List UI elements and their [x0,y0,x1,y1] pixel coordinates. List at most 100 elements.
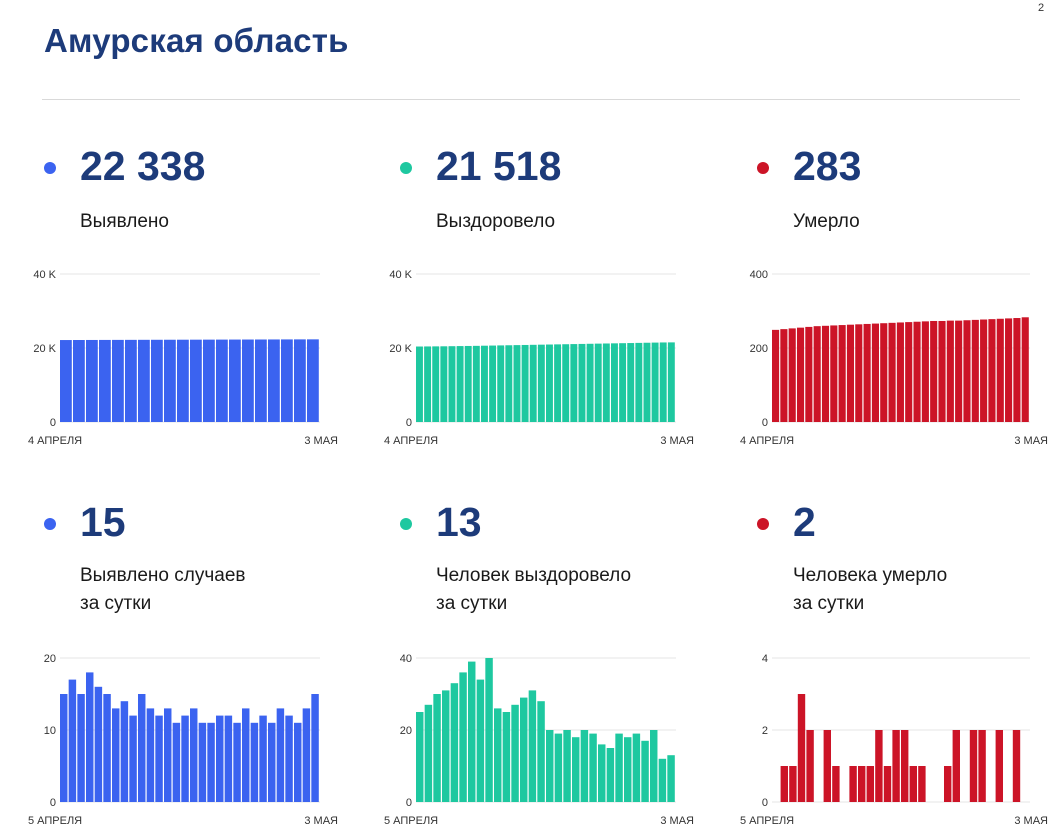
bar [489,345,497,422]
bar [598,744,606,802]
bar [855,324,863,422]
bar [229,339,241,422]
stat-value: 13 [436,499,482,545]
x-start-label: 5 АПРЕЛЯ [28,815,82,827]
bar [125,339,137,422]
bar [944,766,952,802]
bar [788,328,796,422]
corner-mark: 2 [1038,2,1045,14]
bar [955,320,963,422]
bar [268,339,280,422]
bar [883,766,892,802]
y-tick-label: 0 [50,797,56,809]
bar [520,697,528,802]
bar [570,344,578,422]
x-start-label: 5 АПРЕЛЯ [740,815,794,827]
bar [635,342,643,422]
bar [86,339,98,422]
y-tick-label: 20 K [33,343,56,355]
x-start-label: 4 АПРЕЛЯ [384,435,438,447]
bar [615,733,623,802]
y-tick-label: 40 K [33,269,56,281]
chart-deaths-cumulative: 0 200 400 4 АПРЕЛЯ 3 МАЯ [740,269,1048,447]
bar [242,708,250,802]
bar [198,722,207,802]
bar [497,345,505,422]
stat-label-line-1: Человек выздоровело [436,565,632,586]
bar [302,708,311,802]
bar [659,342,667,422]
recovered-dot-icon [400,518,412,530]
bar [838,325,846,422]
stat-value: 283 [793,143,862,189]
bar [537,701,545,802]
bar [440,346,448,422]
x-end-label: 3 МАЯ [660,435,694,447]
bar [416,346,423,422]
bar [311,694,319,802]
bar [667,342,675,422]
bar [651,342,659,422]
bar [619,343,627,422]
bar [821,325,830,422]
recovered-dot-icon [400,162,412,174]
bar [285,715,293,802]
deaths-dot-icon [757,518,769,530]
bar [805,326,813,422]
bar [268,722,276,802]
stat-label-line-2: за сутки [436,593,508,614]
bar [918,766,926,802]
deaths-dot-icon [757,162,769,174]
bar [259,715,267,802]
bar [896,322,904,422]
detected-dot-icon [44,518,56,530]
bar [658,758,667,802]
y-tick-label: 40 [400,653,412,665]
bar [875,730,883,802]
bar [988,319,996,422]
bar [963,320,971,422]
bar [459,672,467,802]
bar [485,658,493,802]
bar [863,323,871,422]
bar [866,766,874,802]
y-tick-label: 200 [750,343,768,355]
bar [129,715,137,802]
bar [456,346,464,422]
bar [586,343,594,422]
bar [546,730,554,802]
y-tick-label: 20 [400,725,412,737]
bar [797,694,806,802]
bar [572,737,580,802]
x-end-label: 3 МАЯ [304,435,338,447]
bar [294,722,302,802]
bar [554,733,563,802]
bar [424,704,433,802]
bar [772,329,780,422]
x-start-label: 5 АПРЕЛЯ [384,815,438,827]
bar [138,694,146,802]
chart-recovered-daily: 0 20 40 5 АПРЕЛЯ 3 МАЯ [384,653,694,827]
bar [938,320,946,422]
bar [207,722,215,802]
y-tick-label: 0 [406,797,412,809]
bar [632,733,641,802]
bar [294,339,306,422]
bar [529,344,537,422]
bar [643,342,651,422]
bar [796,327,805,422]
bar [60,340,72,422]
bar [155,715,163,802]
bar [909,766,917,802]
bar [60,694,68,802]
bar [424,346,432,422]
bar [172,722,181,802]
bar [901,730,909,802]
bar [830,325,838,422]
x-end-label: 3 МАЯ [1014,435,1048,447]
bar [513,345,521,422]
chart-detected-cumulative: 0 20 K 40 K 4 АПРЕЛЯ 3 МАЯ [28,269,338,447]
y-tick-label: 0 [406,417,412,429]
bar [481,345,488,422]
bar [94,686,103,802]
